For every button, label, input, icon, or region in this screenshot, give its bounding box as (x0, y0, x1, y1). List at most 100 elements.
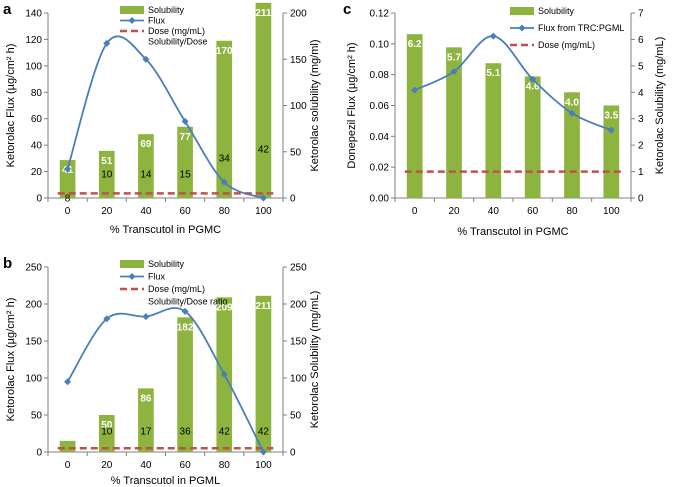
left-tick-label: 0.02 (370, 163, 390, 174)
legend-swatch-marker (518, 24, 526, 32)
right-tick-label: 6 (638, 35, 644, 46)
solubility-bar (485, 63, 502, 198)
x-tick-label: 40 (488, 206, 500, 217)
panel-letter: c (343, 1, 351, 18)
right-tick-label: 150 (290, 337, 307, 348)
flux-point (259, 448, 267, 456)
legend-swatch-marker (128, 17, 136, 24)
right-tick-label: 1 (638, 167, 644, 178)
left-tick-label: 0.06 (370, 101, 390, 112)
x-axis-title: % Transcutol in PGMC (110, 224, 221, 236)
flux-point (142, 55, 150, 63)
right-tick-label: 50 (290, 147, 302, 158)
flux-point (181, 117, 189, 125)
flux-point (103, 315, 111, 323)
solubility-label: 77 (180, 132, 192, 143)
left-tick-label: 80 (31, 88, 43, 99)
x-tick-label: 40 (140, 206, 152, 217)
x-tick-label: 80 (566, 206, 578, 217)
solubility-label: 170 (216, 46, 233, 57)
solubility-bar (98, 150, 115, 198)
solubility-bar (138, 134, 154, 198)
solubility-label: 69 (140, 139, 152, 150)
right-tick-label: 250 (290, 263, 307, 274)
right-tick-label: 4 (638, 88, 644, 99)
x-tick-label: 0 (412, 206, 418, 217)
x-tick-label: 100 (603, 206, 620, 217)
ratio-label: 42 (258, 144, 270, 155)
right-tick-label: 100 (290, 101, 307, 112)
legend-label: Flux from TRC:PGML (538, 23, 624, 33)
flux-point (103, 39, 111, 47)
flux-point (64, 378, 72, 386)
flux-point (568, 109, 576, 117)
ratio-label: 36 (180, 426, 192, 437)
legend-label: Dose (mg/mL) (538, 40, 595, 50)
ratio-label: 8 (65, 193, 71, 204)
flux-line (66, 307, 265, 453)
legend-label: Solubility (538, 6, 575, 16)
legend-swatch-marker (128, 273, 136, 280)
solubility-label: 209 (216, 302, 233, 313)
flux-point (220, 370, 228, 378)
x-tick-label: 20 (101, 460, 113, 471)
ratio-label: 14 (140, 169, 152, 180)
left-tick-label: 100 (25, 61, 42, 72)
left-tick-label: 50 (31, 411, 43, 422)
legend-label: Dose (mg/mL) (148, 26, 205, 36)
solubility-bar (255, 2, 272, 199)
ratio-label: 17 (140, 426, 152, 437)
solubility-label: 6.2 (408, 39, 422, 50)
ratio-label: 42 (258, 426, 270, 437)
x-tick-label: 60 (180, 206, 192, 217)
solubility-bar (138, 388, 154, 452)
right-tick-label: 0 (638, 194, 644, 205)
left-tick-label: 40 (31, 141, 43, 152)
x-tick-label: 40 (140, 460, 152, 471)
left-axis-title: Ketorolac Flux (µg/cm² h) (5, 44, 17, 168)
solubility-bar (406, 34, 423, 199)
left-tick-label: 250 (25, 263, 42, 274)
flux-point (450, 68, 458, 76)
solubility-bar (216, 40, 233, 198)
legend-swatch-bar (120, 260, 144, 268)
solubility-bar (177, 126, 193, 198)
right-tick-label: 0 (290, 448, 296, 459)
flux-point (64, 165, 72, 173)
legend-label: Solubility/Dose ratio (148, 297, 228, 307)
x-axis-title: % Transcutol in PGMC (457, 226, 568, 238)
flux-point (220, 178, 228, 186)
x-axis-title: % Transcutol in PGML (111, 475, 220, 487)
right-tick-label: 2 (638, 141, 644, 152)
solubility-label: 4.6 (526, 81, 540, 92)
left-tick-label: 0 (36, 194, 42, 205)
legend-label: Solubility (148, 5, 185, 15)
solubility-bar (59, 160, 76, 198)
ratio-label: 10 (101, 169, 113, 180)
solubility-label: 5.1 (486, 68, 500, 79)
solubility-bar (446, 47, 462, 198)
solubility-bar (177, 317, 193, 452)
left-tick-label: 0.00 (370, 194, 390, 205)
ratio-label: 10 (101, 426, 113, 437)
solubility-bar (524, 76, 541, 198)
ratio-label: 42 (219, 426, 231, 437)
flux-point (489, 32, 497, 40)
solubility-label: 51 (101, 156, 113, 167)
solubility-label: 3.5 (604, 111, 618, 122)
solubility-label: 211 (255, 301, 272, 312)
solubility-bar (98, 415, 115, 452)
solubility-bar (255, 295, 272, 452)
right-tick-label: 150 (290, 55, 307, 66)
left-axis-title: Ketorolac Flux (µg/cm² h) (5, 298, 17, 422)
right-axis-title: Ketorolac Solubility (mg/mL) (654, 37, 666, 175)
solubility-label: 86 (140, 393, 152, 404)
x-tick-label: 20 (101, 206, 113, 217)
x-tick-label: 100 (255, 460, 272, 471)
left-tick-label: 0.10 (370, 39, 390, 50)
x-tick-label: 80 (219, 460, 231, 471)
legend-label: Flux (148, 272, 166, 282)
solubility-label: 4.0 (565, 97, 579, 108)
